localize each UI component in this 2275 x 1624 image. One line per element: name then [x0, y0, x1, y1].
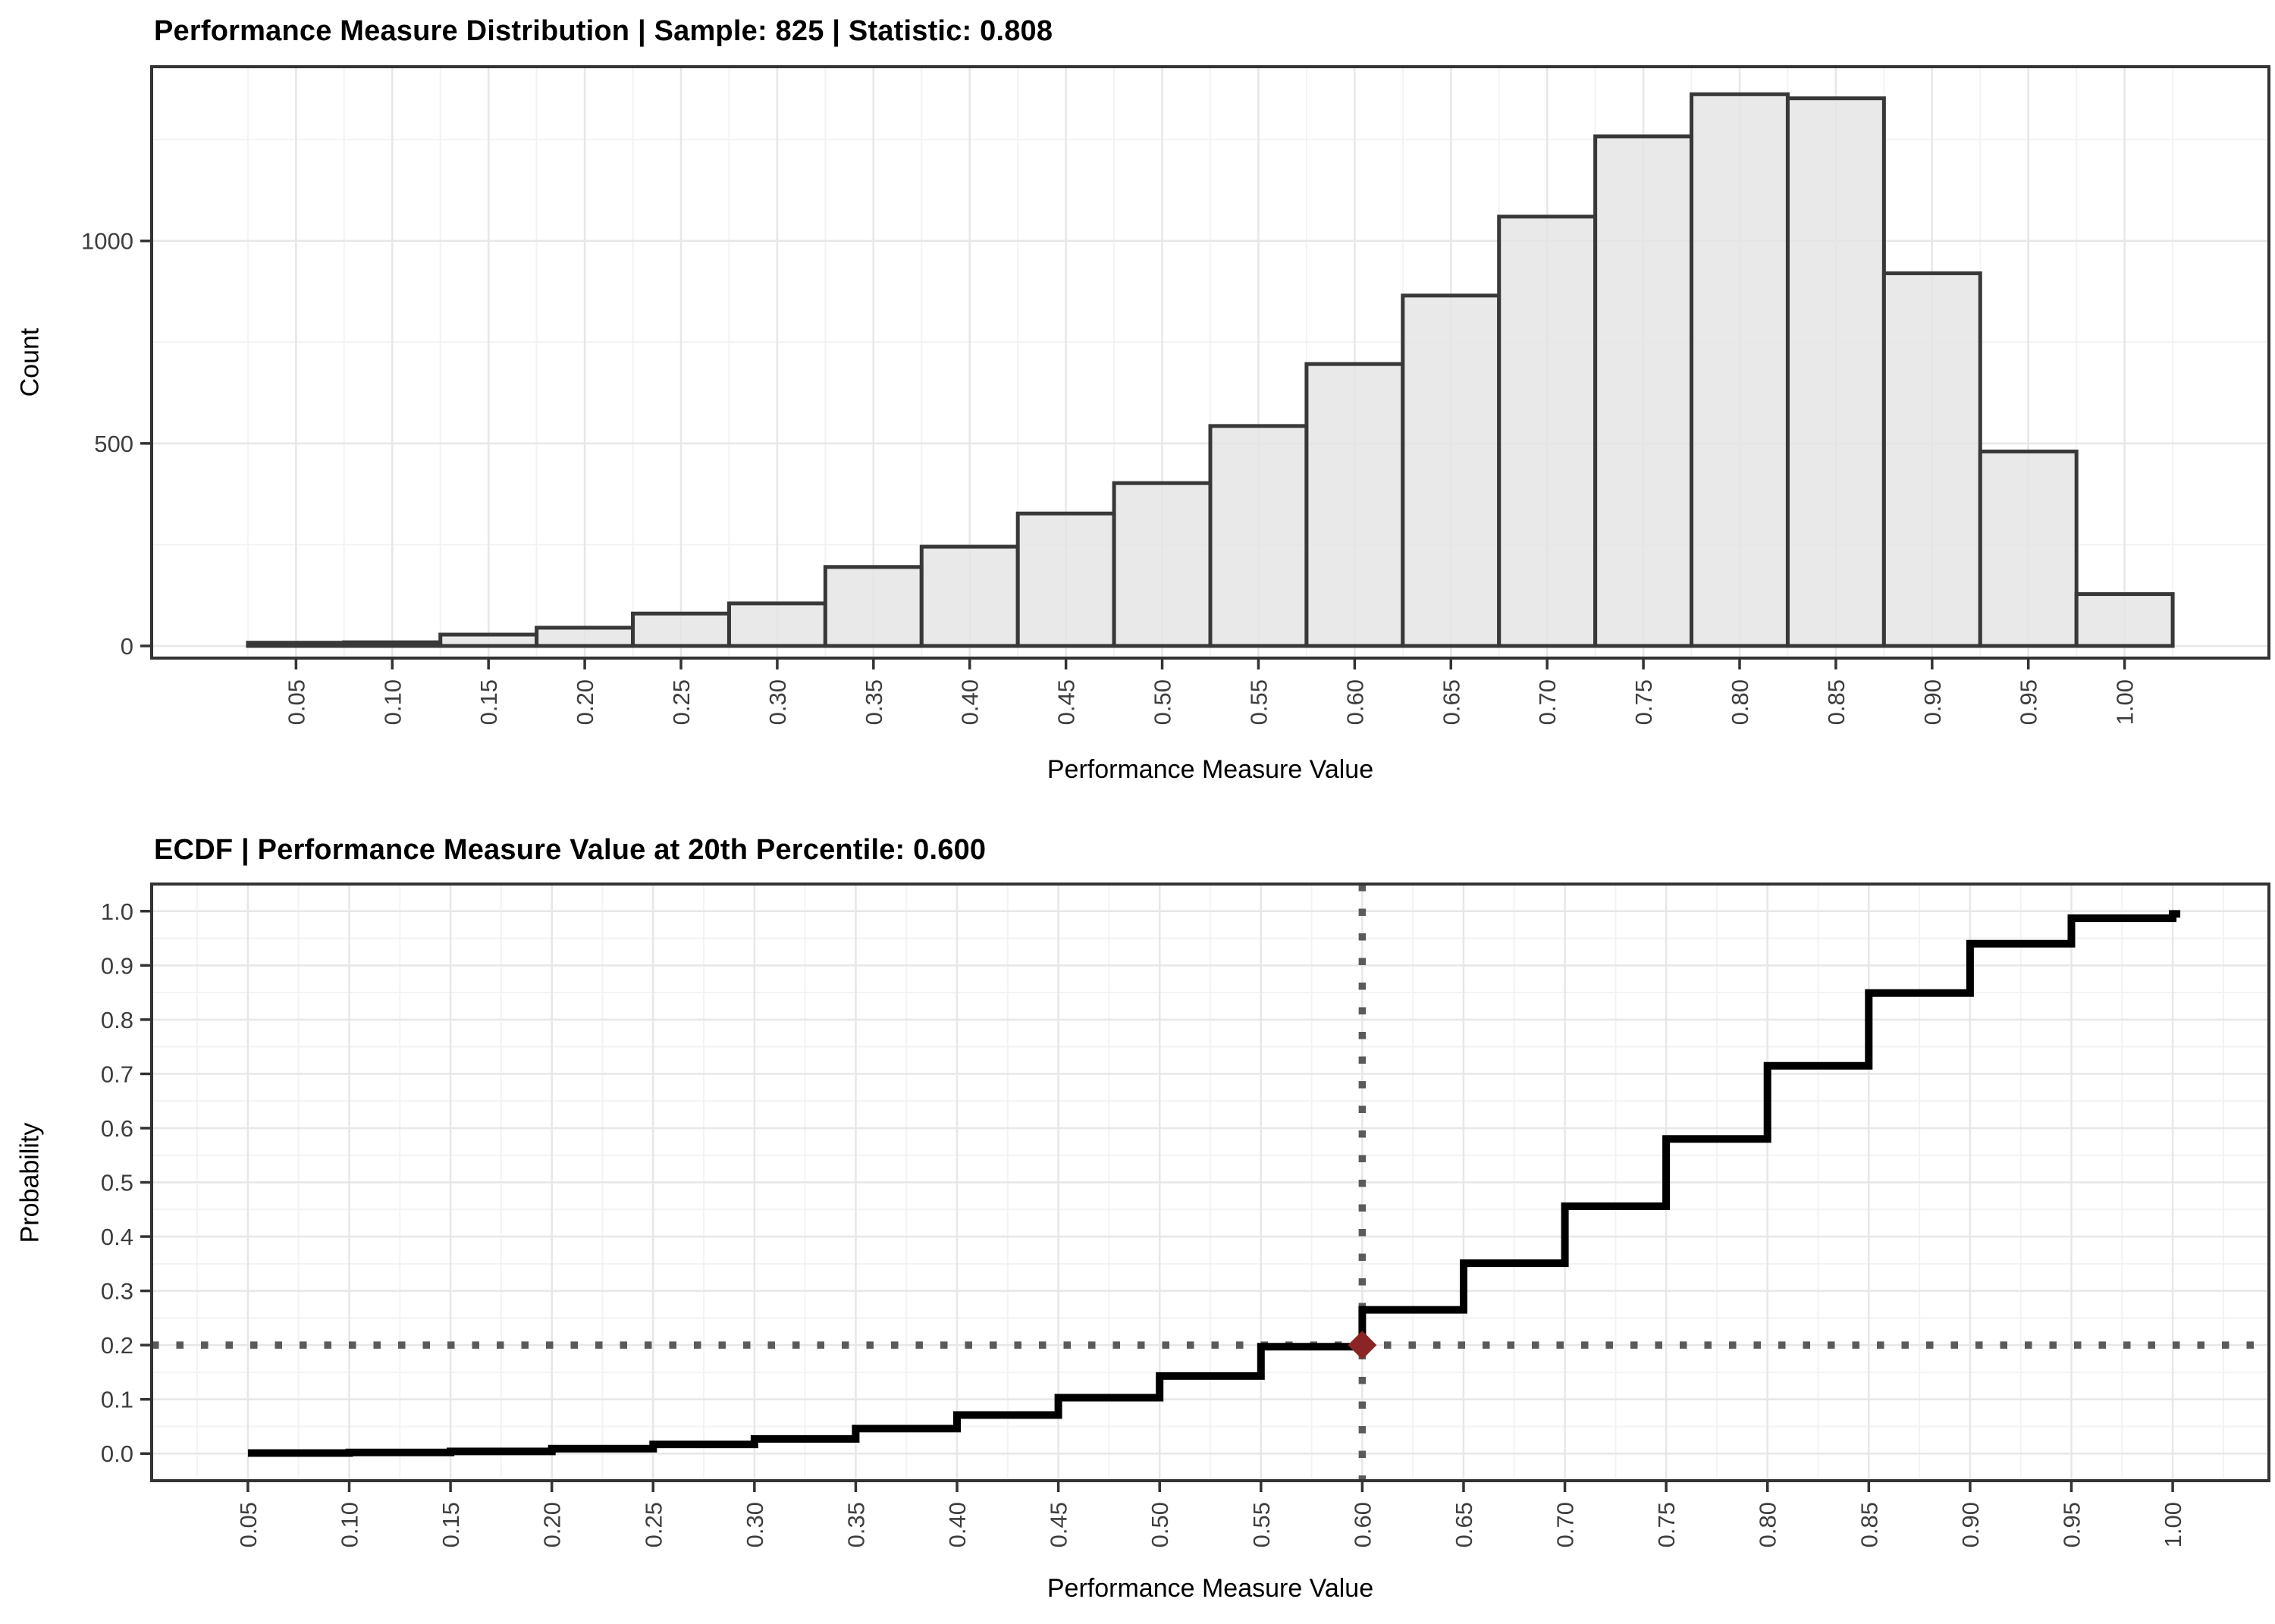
y-tick-label: 0.9: [101, 952, 133, 979]
histogram-bar: [1304, 362, 1405, 648]
histogram-panel-border: [150, 65, 2270, 660]
x-tick-label: 0.80: [1727, 679, 1753, 725]
x-tick-label: 0.80: [1755, 1502, 1781, 1547]
x-tick-label: 0.05: [283, 679, 309, 725]
ecdf-step-line: [247, 910, 2181, 1457]
histogram-bar: [1015, 511, 1116, 648]
histogram-bar: [1208, 424, 1309, 648]
x-tick-label: 0.50: [1147, 1502, 1173, 1547]
x-tick-label: 0.55: [1248, 1502, 1275, 1547]
y-tick-label: 0: [121, 633, 133, 660]
x-tick-label: 0.60: [1349, 1502, 1376, 1547]
x-tick-label: 0.10: [336, 1502, 362, 1547]
x-tick-label: 0.65: [1438, 679, 1464, 725]
y-tick-label: 1.0: [101, 898, 133, 925]
y-tick-label: 0.5: [101, 1170, 133, 1196]
y-tick-label: 0.0: [101, 1441, 133, 1467]
x-tick-label: 0.45: [1046, 1502, 1072, 1547]
ecdf-axes: 0.05 0.10 0.15 0.20 0.25 0.30 0.35 0.40 0.45 0.50…: [101, 898, 2186, 1548]
histogram-bar: [1401, 293, 1502, 648]
histogram-x-axis-title: Performance Measure Value: [1046, 755, 1374, 784]
x-tick-label: 0.55: [1245, 679, 1272, 725]
histogram-bar: [1881, 271, 1982, 648]
x-tick-label: 0.85: [1823, 679, 1850, 725]
y-tick-label: 0.2: [101, 1332, 133, 1359]
x-tick-label: 0.75: [1653, 1502, 1680, 1547]
x-tick-label: 0.90: [1919, 679, 1946, 725]
y-tick-label: 0.8: [101, 1007, 133, 1033]
histogram-bar: [1690, 92, 1790, 648]
x-tick-label: 0.50: [1150, 679, 1176, 725]
x-tick-label: 0.15: [438, 1502, 464, 1547]
x-tick-label: 0.30: [742, 1502, 768, 1547]
x-tick-label: 0.20: [572, 679, 598, 725]
x-tick-label: 0.25: [668, 679, 695, 725]
x-tick-label: 0.70: [1552, 1502, 1579, 1547]
x-tick-label: 0.35: [861, 679, 887, 725]
histogram-bar: [919, 544, 1020, 648]
histogram-bar: [1785, 96, 1886, 648]
x-tick-label: 0.40: [944, 1502, 971, 1547]
y-tick-label: 1000: [81, 228, 133, 255]
x-tick-label: 0.35: [843, 1502, 869, 1547]
x-tick-label: 0.75: [1630, 679, 1657, 725]
x-tick-label: 0.45: [1053, 679, 1080, 725]
x-tick-label: 0.95: [2016, 679, 2042, 725]
y-tick-label: 0.7: [101, 1061, 133, 1087]
y-tick-label: 0.4: [101, 1224, 133, 1250]
x-tick-label: 1.00: [2112, 679, 2138, 725]
histogram-bar: [246, 641, 347, 648]
x-tick-label: 0.85: [1856, 1502, 1882, 1547]
x-tick-label: 0.90: [1957, 1502, 1984, 1547]
x-tick-label: 0.60: [1341, 679, 1368, 725]
histogram-title: Performance Measure Distribution | Sampl…: [154, 15, 1053, 47]
x-tick-label: 0.30: [764, 679, 791, 725]
histogram-bar: [2074, 592, 2175, 648]
x-tick-label: 0.70: [1534, 679, 1561, 725]
histogram-bar: [535, 625, 635, 648]
histogram-bar: [823, 565, 924, 648]
x-tick-label: 0.25: [640, 1502, 667, 1547]
x-tick-label: 0.20: [539, 1502, 566, 1547]
histogram-bar: [631, 611, 731, 648]
histogram-bars: [246, 92, 2175, 648]
histogram-axes: 0.05 0.10 0.15 0.20 0.25 0.30 0.35 0.40 0.45 0.50…: [81, 228, 2138, 726]
histogram-bar: [438, 632, 539, 648]
histogram-bar: [1978, 450, 2079, 648]
x-tick-label: 0.05: [235, 1502, 262, 1547]
x-tick-label: 0.95: [2059, 1502, 2085, 1547]
ecdf-x-axis-title: Performance Measure Value: [1046, 1574, 1374, 1603]
y-tick-label: 0.1: [101, 1387, 133, 1413]
histogram-bar: [1593, 134, 1694, 648]
y-tick-label: 0.3: [101, 1278, 133, 1305]
histogram-bar: [1497, 215, 1598, 648]
ecdf-panel: 0.05 0.10 0.15 0.20 0.25 0.30 0.35 0.40 0.45 0.50…: [101, 883, 2270, 1548]
ecdf-panel-border: [150, 883, 2270, 1482]
histogram-panel: 0.05 0.10 0.15 0.20 0.25 0.30 0.35 0.40 0.45 0.50…: [81, 65, 2270, 726]
x-tick-label: 1.00: [2160, 1502, 2186, 1547]
histogram-bar: [1112, 481, 1213, 648]
x-tick-label: 0.15: [475, 679, 502, 725]
histogram-bar: [342, 640, 443, 648]
percentile-marker: [1348, 1331, 1377, 1360]
x-tick-label: 0.10: [379, 679, 406, 725]
y-tick-label: 500: [94, 431, 133, 457]
y-tick-label: 0.6: [101, 1115, 133, 1142]
ecdf-title: ECDF | Performance Measure Value at 20th…: [154, 834, 987, 866]
histogram-bar: [726, 601, 827, 648]
x-tick-label: 0.65: [1451, 1502, 1477, 1547]
x-tick-label: 0.40: [957, 679, 984, 725]
